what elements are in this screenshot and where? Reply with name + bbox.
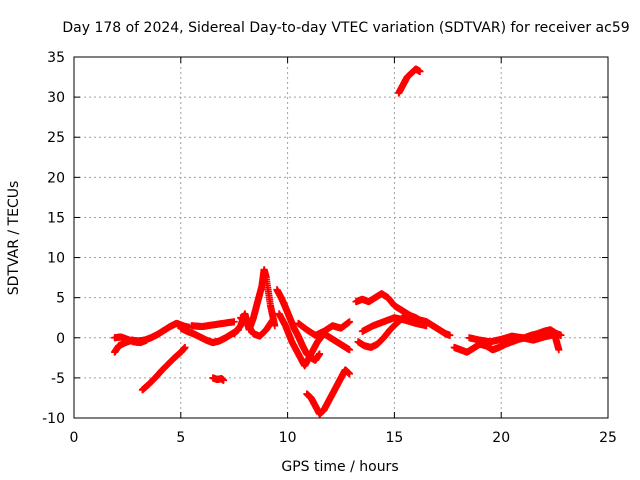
data-point bbox=[346, 318, 354, 326]
series-segment-6 bbox=[209, 374, 228, 384]
data-point bbox=[181, 343, 189, 351]
series-segment-2 bbox=[111, 333, 151, 347]
series-segment-11 bbox=[294, 318, 354, 339]
data-point bbox=[143, 336, 151, 344]
series-segment-5 bbox=[187, 318, 238, 331]
x-tick-label: 0 bbox=[70, 430, 79, 446]
data-point bbox=[346, 346, 354, 354]
chart-title: Day 178 of 2024, Sidereal Day-to-day VTE… bbox=[62, 20, 629, 36]
data-point bbox=[316, 350, 324, 358]
data-point bbox=[346, 370, 354, 378]
y-tick-label: 30 bbox=[47, 90, 65, 106]
y-tick-label: 25 bbox=[47, 130, 65, 146]
data-points bbox=[111, 65, 565, 418]
y-tick-label: -5 bbox=[51, 371, 65, 387]
x-tick-label: 20 bbox=[492, 430, 510, 446]
tick-labels: 0 5 10 15 20 25 -10 -5 0 5 10 15 20 25 30 35 bbox=[42, 50, 617, 446]
series-segment-8 bbox=[237, 314, 277, 340]
series-segment-12 bbox=[303, 366, 354, 418]
x-tick-label: 25 bbox=[599, 430, 617, 446]
data-point bbox=[446, 331, 454, 339]
x-tick-label: 15 bbox=[385, 430, 403, 446]
series-segment-18 bbox=[465, 331, 563, 354]
series-segment-15 bbox=[358, 314, 430, 335]
axis-ticks bbox=[73, 56, 609, 419]
y-tick-label: 20 bbox=[47, 170, 65, 186]
x-axis-title: GPS time / hours bbox=[281, 459, 398, 475]
data-point bbox=[416, 67, 424, 75]
x-tick-label: 5 bbox=[176, 430, 185, 446]
plot-frame bbox=[73, 56, 609, 419]
x-tick-label: 10 bbox=[279, 430, 297, 446]
y-tick-label: 5 bbox=[56, 291, 65, 307]
y-tick-label: 0 bbox=[56, 331, 65, 347]
grid-lines bbox=[74, 57, 608, 418]
data-point bbox=[230, 318, 238, 326]
y-tick-label: 15 bbox=[47, 210, 65, 226]
data-point bbox=[555, 346, 563, 354]
series-segment-3 bbox=[138, 343, 189, 394]
y-tick-label: -10 bbox=[42, 411, 65, 427]
data-point bbox=[220, 376, 228, 384]
data-point bbox=[269, 316, 277, 324]
data-point bbox=[557, 331, 565, 339]
y-tick-label: 10 bbox=[47, 251, 65, 267]
data-point bbox=[422, 322, 430, 330]
y-tick-label: 35 bbox=[47, 50, 65, 66]
series-segment-16 bbox=[395, 65, 424, 97]
y-axis-title: SDTVAR / TECUs bbox=[6, 181, 22, 296]
